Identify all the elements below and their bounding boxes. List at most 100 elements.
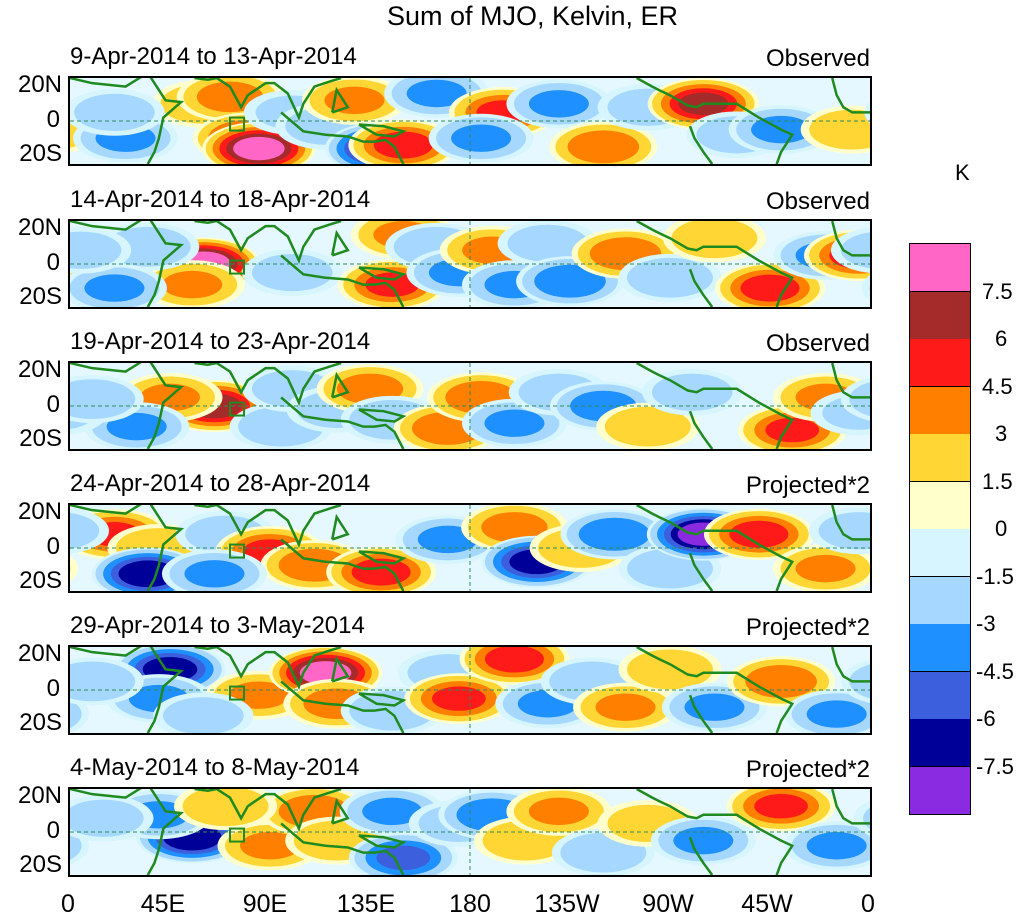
y-tick-label: 20S <box>19 425 62 452</box>
coastline <box>330 86 350 114</box>
x-tick-label: 90E <box>242 890 288 918</box>
coastline <box>688 410 714 449</box>
warm-anomaly <box>549 121 658 164</box>
y-tick-label: 0 <box>46 391 60 418</box>
warm-anomaly <box>703 508 814 560</box>
coastline <box>330 797 350 825</box>
contour-level <box>233 136 285 161</box>
y-tick-label: 20S <box>19 140 62 167</box>
contour-level <box>240 832 300 860</box>
contour-level <box>754 793 808 819</box>
x-tick-label: 45W <box>741 890 793 918</box>
contour-level <box>627 649 713 690</box>
coastline <box>636 647 795 733</box>
x-tick-label: 45E <box>140 890 186 918</box>
warm-anomaly <box>404 673 514 724</box>
y-tick-label: 20N <box>17 356 62 383</box>
coastline <box>194 221 342 264</box>
colorbar-unit: K <box>955 160 970 185</box>
panel-period-label: 14-Apr-2014 to 18-Apr-2014 <box>70 186 371 213</box>
y-tick-label: 0 <box>46 533 60 560</box>
x-tick-label: 180 <box>449 890 491 918</box>
coastline <box>70 505 185 591</box>
reference-box <box>229 827 245 843</box>
warm-anomaly <box>618 647 722 694</box>
contour-level <box>162 270 223 299</box>
contour-level <box>484 647 544 673</box>
warm-anomaly <box>348 119 459 164</box>
anomaly-field <box>70 221 870 307</box>
contour-level <box>106 412 167 441</box>
coastline <box>330 513 350 541</box>
panel-type-label: Observed <box>765 330 870 357</box>
coastline <box>280 822 405 875</box>
contour-level <box>861 275 870 302</box>
warm-anomaly <box>202 122 316 164</box>
cold-anomaly <box>153 692 254 733</box>
contour-level <box>451 124 512 152</box>
coastline <box>330 229 350 257</box>
contour-level <box>507 224 589 262</box>
y-tick-label: 0 <box>46 106 60 133</box>
warm-anomaly <box>726 789 836 832</box>
coastline <box>831 363 870 399</box>
map-panel <box>68 787 872 877</box>
coastline <box>636 363 795 449</box>
coastline <box>831 78 870 114</box>
coastline <box>688 694 714 733</box>
contour-level <box>806 700 867 728</box>
contour-level <box>840 232 870 269</box>
y-tick-label: 20N <box>17 214 62 241</box>
reference-box <box>229 116 245 132</box>
contour-level <box>528 797 589 826</box>
anomaly-field <box>70 789 870 875</box>
contour-level <box>70 831 82 860</box>
colorbar-level-label: 0 <box>995 516 1008 541</box>
panel-type-label: Observed <box>765 188 870 215</box>
colorbar-swatch <box>910 671 970 720</box>
coastline <box>831 647 870 683</box>
coastline <box>280 396 405 449</box>
colorbar-swatch <box>910 434 970 482</box>
contour-level <box>729 520 789 548</box>
warm-anomaly <box>70 544 870 591</box>
coastline <box>70 363 185 449</box>
contour-level <box>163 697 244 733</box>
reference-box <box>229 401 245 417</box>
contour-level <box>376 845 431 871</box>
panel-type-label: Projected*2 <box>745 756 870 783</box>
colorbar <box>909 243 971 815</box>
coastline <box>831 505 870 541</box>
contour-level <box>809 109 870 150</box>
coastline <box>688 268 714 307</box>
contour-level <box>251 253 333 292</box>
colorbar-swatch <box>910 339 970 387</box>
coastline <box>280 538 405 591</box>
contour-level <box>70 661 136 702</box>
contour-level <box>70 555 79 582</box>
colorbar-level-label: -4.5 <box>976 658 1014 684</box>
panel-period-label: 24-Apr-2014 to 28-Apr-2014 <box>70 470 371 497</box>
y-tick-label: 0 <box>46 817 60 844</box>
warm-anomaly <box>506 789 612 836</box>
contour-level <box>869 284 870 292</box>
coastline <box>194 78 342 121</box>
cold-anomaly <box>650 816 756 866</box>
coastline <box>358 692 407 707</box>
contour-level <box>853 800 870 836</box>
y-tick-label: 20S <box>19 567 62 594</box>
colorbar-level-label: 6 <box>995 326 1008 351</box>
y-tick-label: 20S <box>19 851 62 878</box>
y-tick-label: 20N <box>17 782 62 809</box>
colorbar-swatch <box>910 244 970 292</box>
contour-level <box>673 826 734 855</box>
cold-anomaly <box>70 689 870 733</box>
y-tick-label: 20N <box>17 640 62 667</box>
contour-level <box>182 789 269 827</box>
cold-anomaly <box>384 78 490 118</box>
warm-anomaly <box>596 402 700 449</box>
y-tick-label: 0 <box>46 249 60 276</box>
contour-level <box>373 131 433 159</box>
panel-type-label: Projected*2 <box>745 472 870 499</box>
colorbar-swatch <box>910 624 970 672</box>
